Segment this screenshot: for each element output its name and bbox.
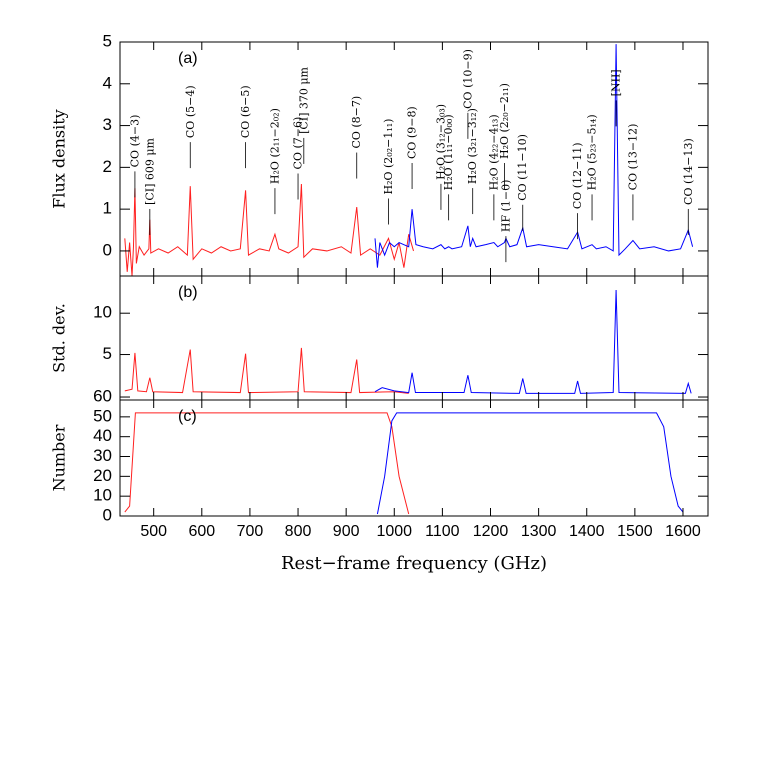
y-tick-label: 30 — [93, 446, 112, 465]
annotation: H₂O (3₁₂−3₀₃) — [434, 104, 447, 180]
annotation: CO (6−5) — [239, 85, 252, 138]
y-tick-label: 0 — [103, 505, 112, 524]
y-tick-label: 4 — [103, 73, 112, 92]
x-tick-label: 900 — [333, 523, 360, 540]
annotation: CO (10−9) — [461, 49, 474, 109]
spectrum-line — [124, 412, 410, 515]
y-axis-title: Flux density — [50, 109, 69, 208]
plot-area — [124, 412, 684, 515]
spectrum-line — [124, 347, 409, 394]
y-tick-label: 1 — [103, 199, 112, 218]
annotation: CO (8−7) — [350, 96, 363, 149]
x-tick-label: 1600 — [665, 523, 701, 540]
x-tick-label: 1200 — [473, 523, 509, 540]
panel-frame — [119, 399, 709, 517]
y-tick-label: 5 — [103, 31, 112, 50]
annotation: H₂O (2₀₂−1₁₁) — [382, 119, 395, 195]
annotation: CO (5−4) — [184, 85, 197, 138]
annotation: H₂O (4₂₂−4₁₃) — [487, 114, 500, 190]
spectrum-line — [374, 290, 692, 394]
annotation: CO (7−6) — [292, 117, 305, 170]
x-tick-label: 1500 — [617, 523, 653, 540]
x-axis-title: Rest−frame frequency (GHz) — [281, 553, 547, 574]
annotation: CO (13−12) — [626, 124, 639, 191]
annotation: H₂O (2₂₀−2₁₁) — [498, 83, 511, 159]
y-tick-label: 50 — [93, 406, 112, 425]
annotation: CO (12−11) — [571, 142, 584, 209]
annotation: CO (4−3) — [128, 115, 141, 168]
annotation: CO (11−10) — [516, 134, 529, 201]
annotation: [NII] — [610, 69, 623, 96]
spectrum-line — [374, 44, 694, 268]
y-tick-label: 3 — [103, 115, 112, 134]
y-tick-label: 0 — [103, 240, 112, 259]
annotation: CO (14−13) — [682, 138, 695, 205]
annotation: H₂O (1₁₁−0₀₀) — [442, 114, 455, 190]
x-tick-label: 1300 — [521, 523, 557, 540]
y-tick-label: 10 — [93, 486, 112, 505]
x-tick-label: 500 — [140, 523, 167, 540]
x-tick-label: 1100 — [425, 523, 460, 540]
y-tick-label: 5 — [103, 344, 112, 363]
spectrum-line — [376, 412, 684, 515]
x-tick-label: 1000 — [376, 523, 412, 540]
annotation: CO (9−8) — [406, 106, 419, 159]
y-tick-label: 10 — [93, 303, 112, 322]
x-tick-label: 700 — [237, 523, 264, 540]
annotation: HF (1−0) — [499, 180, 512, 233]
x-tick-label: 600 — [188, 523, 215, 540]
annotation: H₂O (3₂₁−3₁₂) — [466, 108, 479, 184]
annotation: H₂O (5₂₃−5₁₄) — [586, 114, 599, 190]
annotation: H₂O (2₁₁−2₀₂) — [268, 108, 281, 184]
plot-area — [124, 44, 694, 276]
y-tick-label: 60 — [93, 387, 112, 406]
spectrum-line — [124, 184, 415, 276]
y-tick-label: 20 — [93, 466, 112, 485]
y-axis-title: Number — [50, 424, 69, 491]
x-tick-label: 1400 — [569, 523, 605, 540]
y-axis-title: Std. dev. — [50, 303, 69, 373]
panel-label: (c) — [178, 408, 197, 425]
panel-label: (b) — [178, 284, 198, 301]
y-tick-label: 2 — [103, 157, 112, 176]
annotation: [CI] 370 μm — [297, 66, 310, 133]
panel-label: (a) — [178, 50, 198, 67]
annotation: [CI] 609 μm — [143, 137, 156, 204]
plot-area — [124, 290, 692, 394]
x-tick-label: 800 — [285, 523, 312, 540]
y-tick-label: 40 — [93, 426, 112, 445]
